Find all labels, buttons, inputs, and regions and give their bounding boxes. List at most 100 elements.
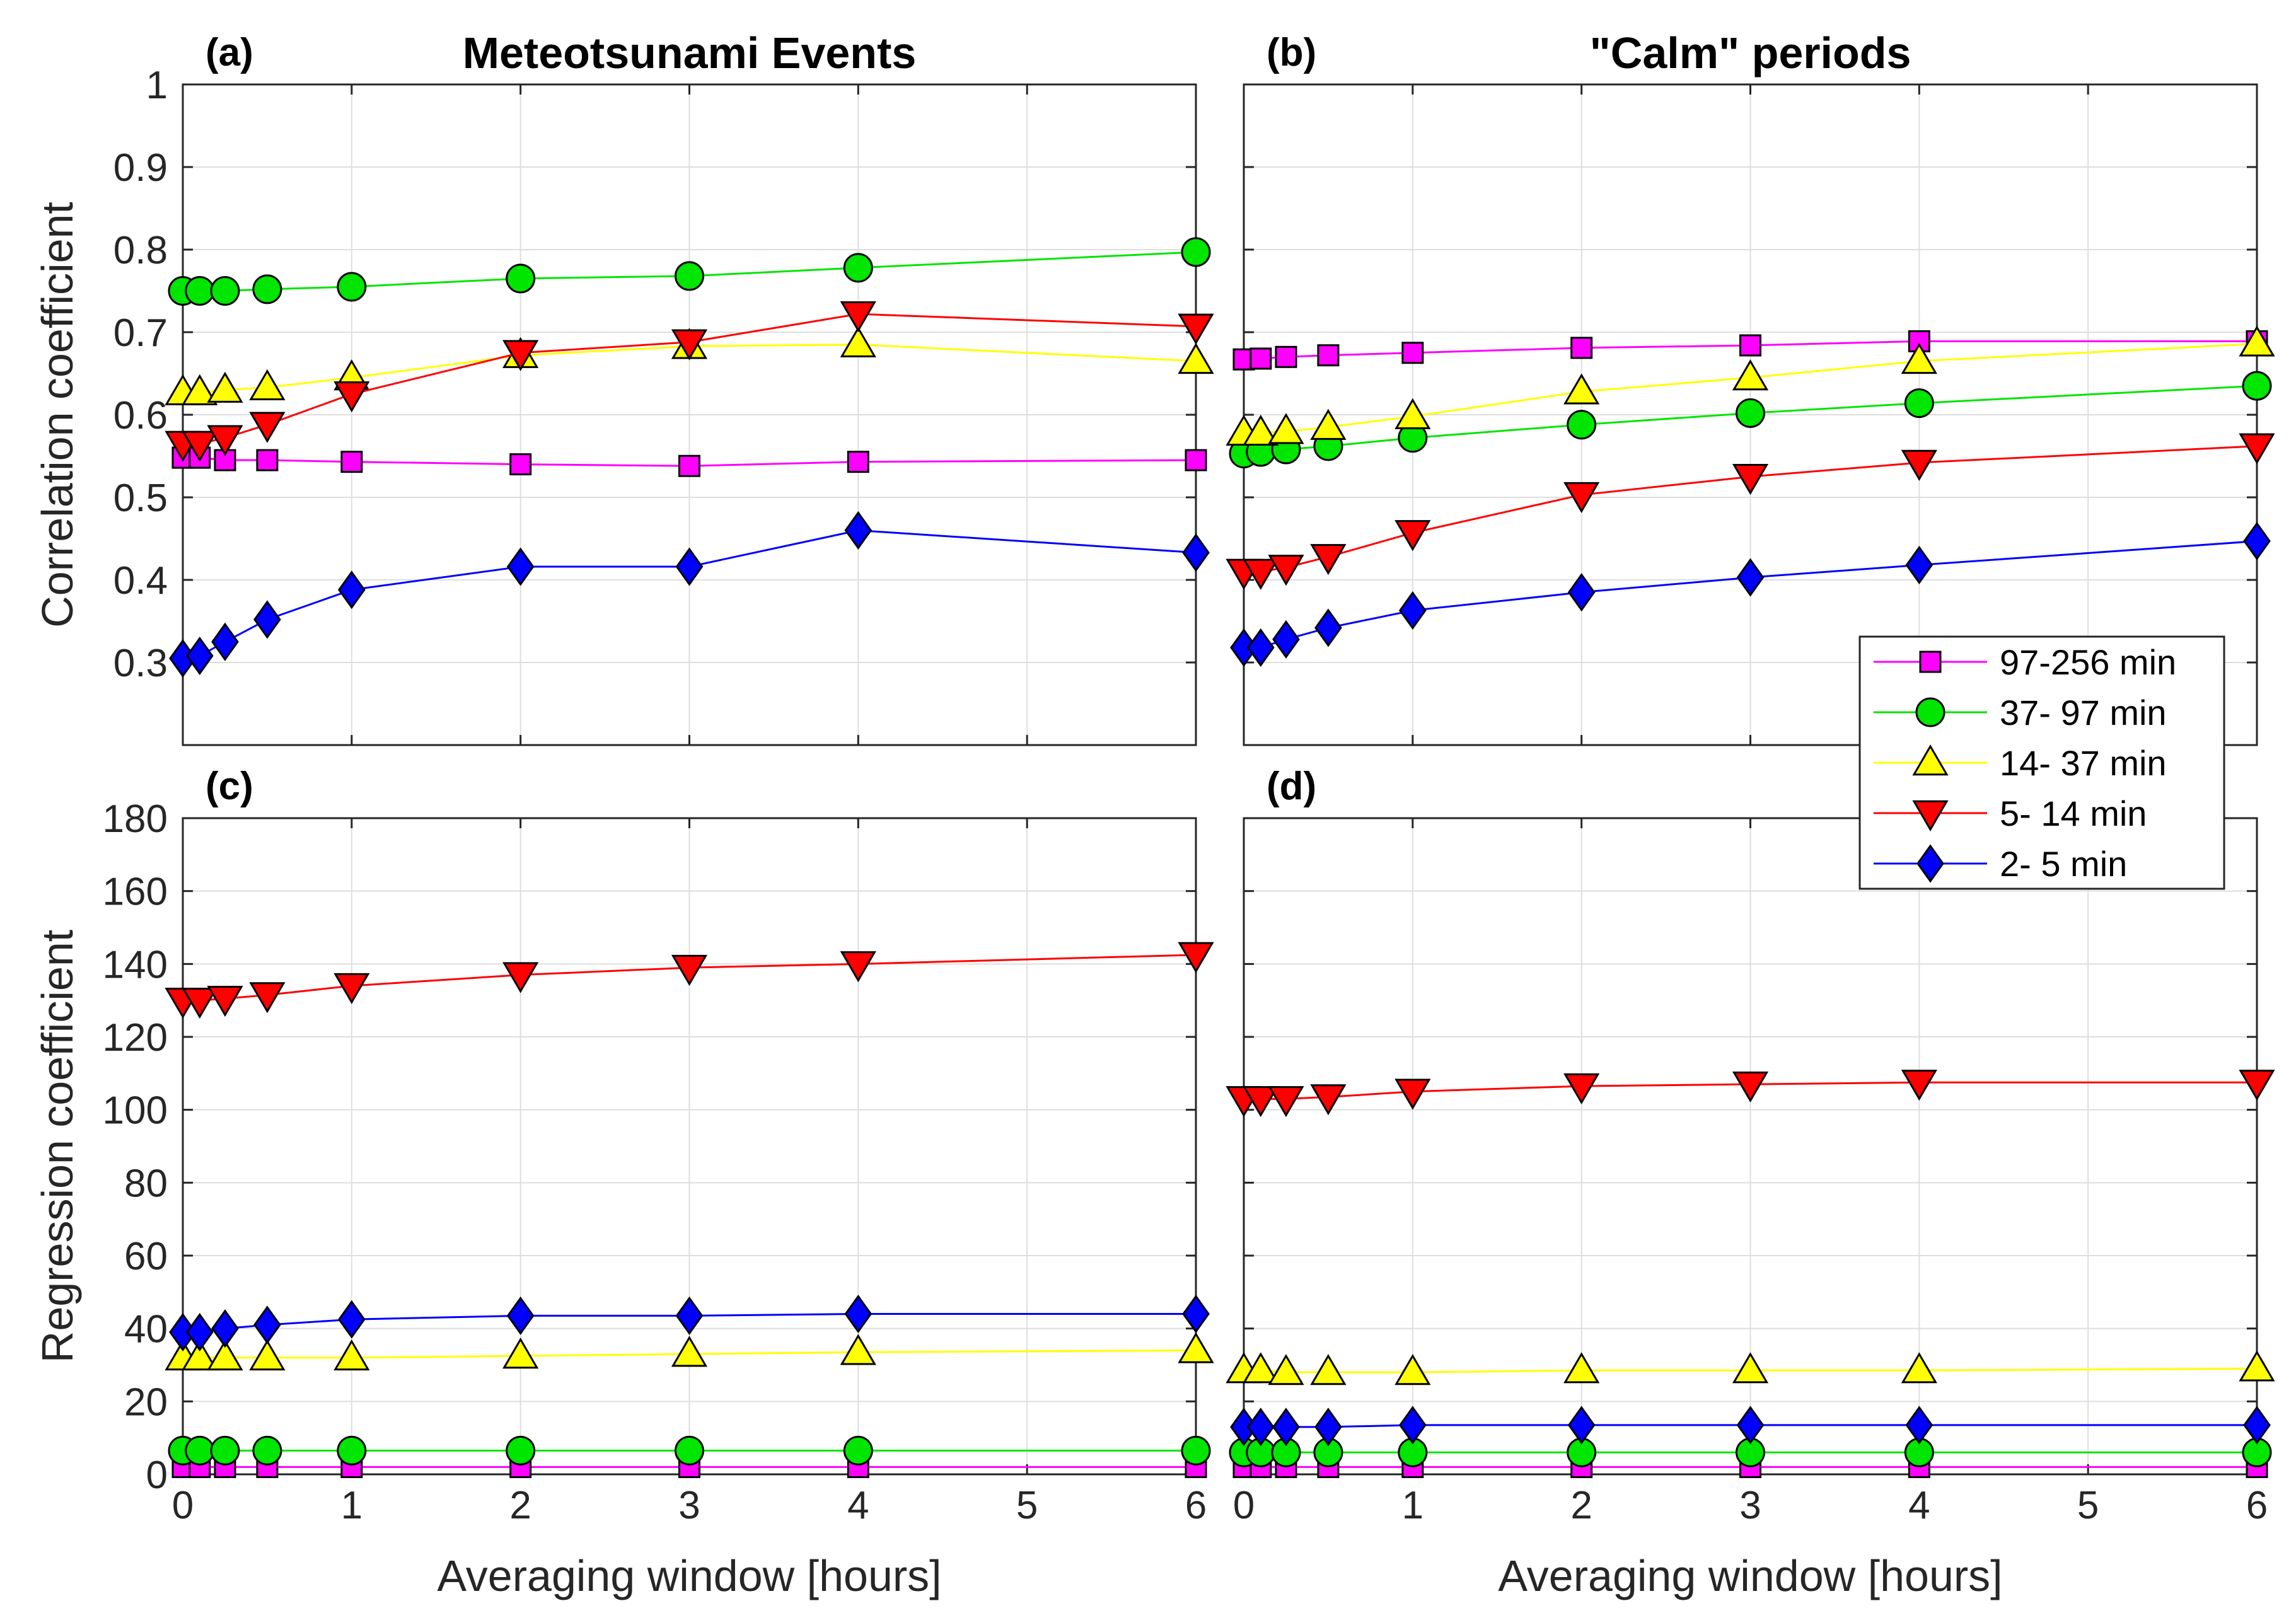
panel-label: (a) [206, 31, 253, 74]
data-point-s5 [1394, 1078, 1431, 1110]
data-point-s2 [844, 511, 873, 550]
data-point-s2 [1272, 1408, 1300, 1447]
data-point-s97 [256, 449, 279, 471]
legend-marker-s14 [1912, 744, 1949, 776]
data-point-s97 [678, 454, 700, 477]
series-s5 [1226, 433, 2275, 590]
data-point-s2 [1736, 558, 1765, 597]
data-point-s14 [840, 326, 876, 357]
legend-label: 5- 14 min [2000, 794, 2147, 833]
series-s14 [165, 1332, 1214, 1371]
data-point-s2 [337, 1300, 366, 1339]
data-point-s5 [333, 381, 370, 413]
data-point-s2 [1314, 608, 1342, 647]
data-point-s2 [506, 547, 535, 586]
data-point-s2 [1567, 1406, 1596, 1445]
data-point-s5 [840, 951, 876, 983]
series-s97 [171, 446, 1207, 477]
axes-frame-a [182, 83, 1197, 746]
x-tick-label: 0 [172, 1484, 194, 1527]
data-point-s14 [1901, 342, 1937, 374]
data-point-s2 [2243, 521, 2271, 561]
legend-entry-s14: 14- 37 min [1874, 743, 2167, 783]
data-point-s5 [1178, 313, 1214, 345]
data-point-s37 [2242, 371, 2272, 401]
data-point-s37 [1181, 1435, 1211, 1466]
data-point-s5 [1901, 1070, 1937, 1101]
y-tick-label: 0.4 [113, 559, 168, 603]
y-tick-label: 0 [146, 1454, 168, 1497]
y-tick-label: 80 [124, 1162, 168, 1205]
data-point-s2 [1314, 1408, 1342, 1447]
y-axis-label: Correlation coefficient [33, 202, 82, 628]
data-point-s14 [1563, 1352, 1600, 1384]
data-point-s37 [210, 276, 240, 306]
legend-entry-s2: 2- 5 min [1874, 844, 2127, 884]
data-point-s5 [1563, 1073, 1600, 1105]
data-point-s2 [211, 1309, 239, 1348]
x-tick-label: 6 [2246, 1484, 2268, 1527]
data-point-s97 [509, 453, 532, 476]
y-tick-label: 20 [124, 1380, 168, 1424]
y-axis-label: Regression coefficient [33, 930, 82, 1363]
data-point-s5 [502, 962, 539, 993]
data-point-s14 [1268, 413, 1304, 444]
x-axis-label: Averaging window [hours] [437, 1551, 941, 1600]
data-point-s5 [840, 301, 876, 333]
data-point-s14 [333, 1339, 370, 1371]
data-point-s14 [1394, 1354, 1431, 1385]
data-point-s2 [211, 622, 239, 661]
data-point-s5 [1732, 1071, 1769, 1103]
series-s2 [169, 511, 1210, 678]
x-tick-label: 6 [1185, 1484, 1207, 1527]
data-point-s97 [1570, 337, 1593, 359]
data-point-s5 [1310, 1084, 1347, 1116]
data-point-s37 [337, 1435, 367, 1466]
data-point-s5 [207, 986, 243, 1017]
y-tick-label: 100 [103, 1089, 168, 1133]
data-point-s5 [1732, 464, 1769, 495]
data-point-s14 [2239, 1350, 2275, 1382]
data-point-s2 [1905, 1406, 1934, 1445]
legend-label: 14- 37 min [2000, 743, 2167, 783]
y-tick-label: 120 [103, 1016, 168, 1060]
series-s14 [165, 326, 1214, 405]
data-point-s5 [2239, 433, 2275, 465]
data-point-s37 [210, 1435, 240, 1466]
data-point-s5 [502, 340, 539, 371]
data-point-s97 [1249, 347, 1272, 370]
y-tick-label: 1 [146, 64, 168, 107]
data-point-s2 [337, 570, 366, 610]
series-s14 [1226, 1350, 2275, 1385]
y-tick-label: 0.5 [113, 477, 168, 520]
data-point-s37 [675, 1435, 704, 1466]
data-point-s37 [843, 253, 873, 283]
data-point-s2 [2243, 1406, 2271, 1445]
data-point-s5 [1563, 482, 1600, 514]
data-point-s14 [1732, 359, 1769, 391]
x-tick-label: 1 [341, 1484, 362, 1527]
y-tick-label: 160 [103, 870, 168, 914]
data-point-s5 [182, 987, 218, 1019]
data-point-s2 [185, 1312, 214, 1352]
data-point-s2 [1272, 620, 1300, 659]
y-tick-label: 60 [124, 1235, 168, 1278]
x-tick-label: 4 [847, 1484, 869, 1527]
data-point-s2 [675, 1296, 704, 1336]
data-point-s14 [1268, 1354, 1304, 1385]
data-point-s14 [182, 374, 218, 405]
series-s2 [1230, 1406, 2271, 1447]
data-point-s5 [1268, 1086, 1304, 1118]
data-point-s14 [249, 1339, 286, 1371]
data-point-s14 [2239, 325, 2275, 357]
data-point-s5 [1901, 449, 1937, 481]
panel-a: 0.3 0.4 0.5 0.6 0.7 0.8 0.9 1 (a) Meteotsunami Ev… [33, 28, 1214, 746]
data-point-s14 [249, 369, 286, 400]
x-tick-label: 3 [678, 1484, 700, 1527]
data-point-s5 [249, 982, 286, 1014]
data-point-s14 [1178, 342, 1214, 374]
data-point-s2 [1567, 573, 1596, 612]
data-point-s2 [1246, 628, 1275, 668]
series-s2 [169, 1294, 1210, 1352]
data-point-s5 [671, 329, 708, 361]
